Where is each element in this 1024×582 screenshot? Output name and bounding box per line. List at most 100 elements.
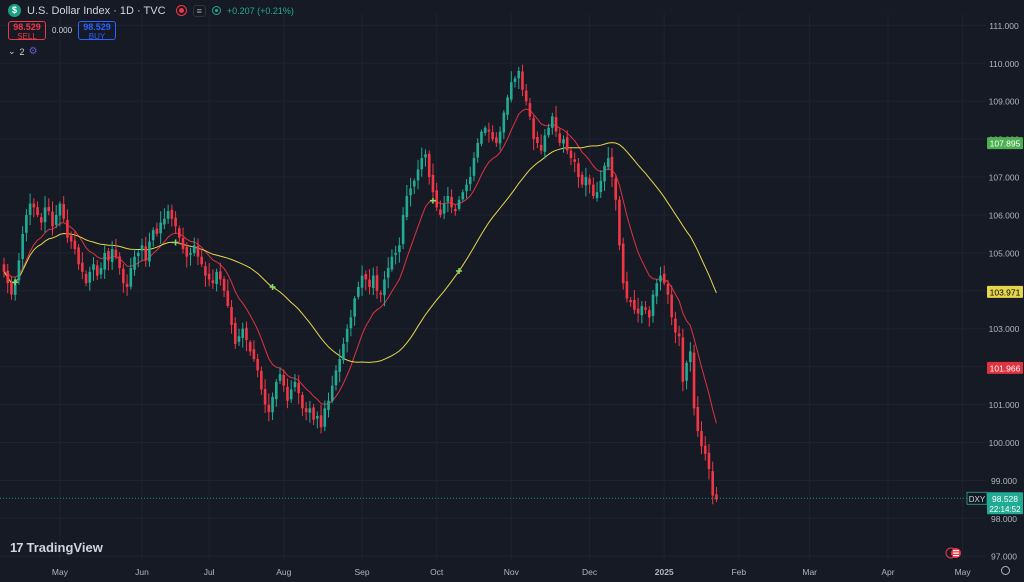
candle-body [226,290,230,306]
candle-body [424,154,427,158]
candle-body [170,209,174,219]
time-tick-label: Apr [881,567,894,577]
last-price-text: 98.528 [992,494,1018,504]
candle-body [174,217,177,227]
candle-body [640,305,644,316]
candle-body [95,265,99,276]
buy-button[interactable]: 98.529 BUY [78,21,117,41]
candle-body [543,135,547,152]
last-price-bg [987,492,1023,515]
spread-value: 0.000 [52,26,73,35]
price-label-bg [987,361,1023,374]
candle-body [427,153,431,178]
candle-body [446,196,450,202]
cross-marker [172,239,179,246]
candle-body [677,333,681,337]
cross-marker [456,267,463,274]
candle-body [319,415,323,428]
candle-body [651,294,655,316]
candle-body [394,252,397,255]
price-tick-label: 111.000 [989,21,1019,31]
time-tick-label: Sep [355,567,370,577]
candle-body [323,408,327,427]
candle-body [148,241,151,262]
sell-price: 98.529 [13,22,41,32]
candle-body [103,252,107,270]
candle-body [211,280,215,284]
menu-icon[interactable]: ≡ [192,4,206,17]
candle-body [330,385,334,401]
candle-body [207,273,211,280]
candle-body [715,494,718,500]
candle-body [219,271,222,280]
candle-body [200,256,203,265]
candle-body [342,343,345,361]
candle-body [655,283,659,297]
chevron-down-icon[interactable]: ⌄ [8,46,16,56]
candle-body [707,452,711,469]
candle-body [263,388,267,405]
axis-settings-icon[interactable] [1001,566,1010,575]
candle-body [88,271,92,283]
candle-body [54,214,58,225]
candle-body [487,129,491,132]
candle-body [674,318,677,333]
candle-body [6,270,10,284]
candle-body [584,177,588,186]
candle-body [528,103,532,117]
candle-body [633,300,636,310]
indicator-count: 2 [19,46,25,57]
candle-body [442,203,446,214]
candle-body [178,228,181,238]
candle-body [599,180,603,193]
us-flag-icon[interactable] [945,546,963,560]
candle-body [409,188,412,196]
time-axis[interactable]: May Jun Jul Aug Sep Oct Nov Dec 2025 Feb Mar Apr May [52,567,971,577]
candle-body [405,196,409,217]
candle-body [215,271,218,284]
candle-body [435,190,438,208]
candle-body [245,327,248,341]
price-tick-label: 110.000 [989,59,1019,69]
time-tick-label: Jun [135,567,149,577]
indicators-toggle[interactable]: ⌄ 2 ⚙ [8,46,38,57]
candle-body [159,222,162,234]
symbol-title[interactable]: U.S. Dollar Index · 1D · TVC [27,4,166,17]
candle-body [2,264,6,272]
candle-body [140,245,144,251]
candle-body [327,400,330,411]
candle-body [439,209,442,215]
cross-markers [12,198,463,290]
candle-body [536,137,539,143]
candle-body [163,218,166,225]
candle-body [114,249,118,257]
candle-body [401,214,405,245]
candle-body [32,203,36,208]
indicators-settings-icon[interactable]: ⚙ [28,46,38,57]
price-tick-label: 101.000 [989,400,1020,410]
market-closed-icon[interactable] [175,5,187,16]
tradingview-logo[interactable]: 17 TradingView [10,540,103,555]
price-tick-label: 100.000 [989,438,1020,448]
candle-body [450,196,453,208]
candle-body [603,165,606,182]
time-tick-label: Jul [204,567,215,577]
candle-body [629,300,632,303]
candle-body [230,306,233,325]
candle-body [69,235,73,242]
candle-body [659,275,662,282]
candle-body [110,249,114,262]
candle-body [636,308,640,314]
time-tick-label: 2025 [655,567,674,577]
price-tick-label: 97.000 [991,552,1017,562]
candle-body [454,208,457,212]
candle-body [129,268,133,287]
sell-button[interactable]: 98.529 SELL [8,21,46,41]
candle-body [517,70,521,79]
candle-body [77,247,80,265]
candle-body [539,144,543,151]
price-tick-label: 109.000 [989,97,1020,107]
candle-body [349,317,353,329]
